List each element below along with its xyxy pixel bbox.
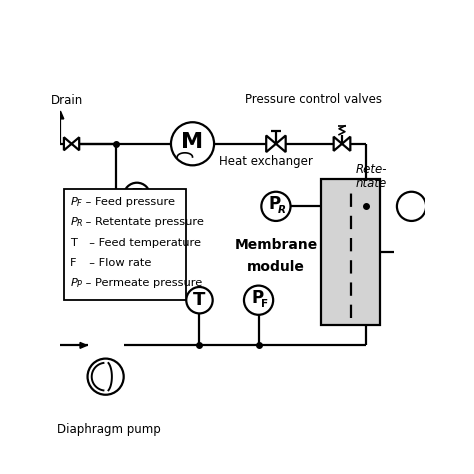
Text: Drain: Drain <box>51 94 83 107</box>
Text: F: F <box>131 187 143 205</box>
Text: module: module <box>247 260 305 274</box>
Circle shape <box>88 359 124 395</box>
Circle shape <box>186 287 213 313</box>
Text: – Flow rate: – Flow rate <box>82 258 151 268</box>
Text: – Retentate pressure: – Retentate pressure <box>82 218 204 228</box>
Text: Membrane: Membrane <box>234 237 318 252</box>
Polygon shape <box>57 111 64 119</box>
Polygon shape <box>266 136 276 152</box>
Text: $P_P$: $P_P$ <box>70 276 84 290</box>
Polygon shape <box>276 136 286 152</box>
Text: P: P <box>268 195 281 213</box>
Text: F: F <box>261 299 268 309</box>
Polygon shape <box>334 137 342 151</box>
Polygon shape <box>64 137 72 150</box>
Bar <box>64 189 185 300</box>
Polygon shape <box>80 343 87 348</box>
Text: T: T <box>193 291 206 309</box>
Text: F: F <box>70 258 77 268</box>
Text: Heat exchanger: Heat exchanger <box>219 155 313 168</box>
Text: ntate: ntate <box>355 177 386 190</box>
Text: Pressure control valves: Pressure control valves <box>245 92 382 106</box>
Text: – Feed pressure: – Feed pressure <box>82 197 175 207</box>
Circle shape <box>397 192 426 221</box>
Text: R: R <box>278 205 286 215</box>
Polygon shape <box>72 137 79 150</box>
Circle shape <box>244 286 273 315</box>
Circle shape <box>171 122 214 165</box>
Text: T: T <box>70 237 77 247</box>
Text: – Permeate pressure: – Permeate pressure <box>82 278 202 288</box>
Circle shape <box>124 182 150 209</box>
Circle shape <box>261 192 291 221</box>
Text: – Feed temperature: – Feed temperature <box>82 237 201 247</box>
Text: $P_R$: $P_R$ <box>70 216 84 229</box>
Text: P: P <box>251 289 263 307</box>
Text: Rete-: Rete- <box>355 163 387 176</box>
Polygon shape <box>342 137 350 151</box>
Text: Diaphragm pump: Diaphragm pump <box>57 422 161 436</box>
Text: $P_F$: $P_F$ <box>70 195 84 209</box>
Bar <box>321 179 380 325</box>
Text: M: M <box>182 132 204 152</box>
